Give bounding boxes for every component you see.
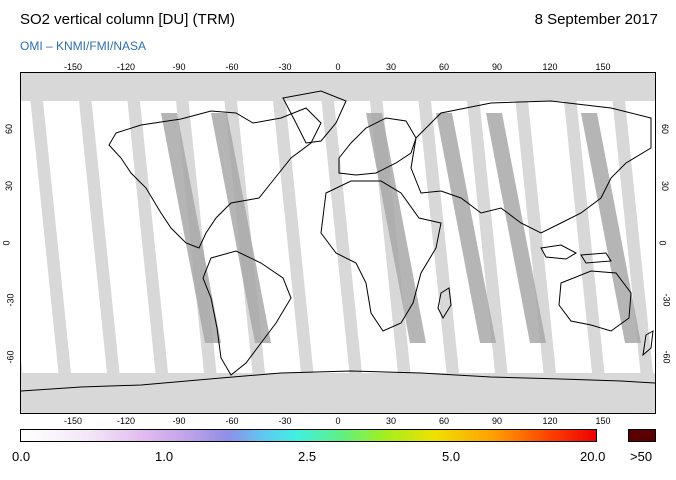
lon-tick-bottom: 120: [542, 416, 558, 426]
lon-tick-bottom: -150: [63, 416, 83, 426]
orbit-swath: [21, 101, 59, 373]
lon-tick-top: -120: [116, 62, 136, 72]
orbit-swath: [285, 101, 350, 373]
madagascar-coast: [437, 287, 452, 320]
lat-tick-left: 30: [4, 180, 15, 192]
lat-tick-right: 60: [660, 123, 671, 135]
colorbar-label-1: 1.0: [155, 449, 174, 464]
lon-tick-top: 60: [438, 62, 450, 72]
lon-tick-bottom: -30: [278, 416, 292, 426]
lon-tick-top: 30: [385, 62, 397, 72]
lat-tick-right: -60: [661, 350, 672, 364]
africa-coast: [320, 180, 442, 332]
overflow-label: >50: [630, 449, 653, 464]
orbit-swath: [140, 101, 204, 373]
lon-tick-top: -90: [172, 62, 186, 72]
new-zealand-coast: [642, 330, 654, 357]
lat-tick-left: -30: [5, 293, 16, 307]
land-overpass-strip: [486, 113, 546, 343]
orbit-swaths: [21, 101, 655, 373]
lon-tick-top: 90: [491, 62, 503, 72]
europe-coast: [338, 117, 417, 176]
lon-tick-bottom: 0: [335, 416, 341, 426]
greenland-coast: [282, 90, 347, 144]
orbit-swath: [188, 101, 253, 373]
orbit-swath: [382, 101, 447, 373]
map-canvas: [21, 73, 655, 413]
orbit-swath: [43, 101, 107, 373]
orbit-swath: [528, 101, 592, 373]
lon-tick-bottom: 150: [595, 416, 611, 426]
lat-tick-right: -30: [661, 293, 672, 307]
land-overpass-strip: [211, 113, 271, 343]
lon-tick-top: -60: [225, 62, 239, 72]
antarctic-no-data: [21, 373, 655, 413]
lon-tick-bottom: 60: [438, 416, 450, 426]
land-overpass-strip: [436, 113, 496, 343]
continents: [21, 90, 655, 392]
asia-coast: [410, 100, 652, 234]
lon-tick-top: 150: [595, 62, 611, 72]
lon-tick-bottom: -90: [172, 416, 186, 426]
colorbar-label-4: 20.0: [580, 449, 606, 464]
overflow-color-swatch: [628, 429, 656, 442]
credit-line: OMI – KNMI/FMI/NASA: [20, 39, 147, 53]
lat-tick-left: 60: [4, 123, 15, 135]
australia-coast: [558, 270, 632, 332]
map-title: SO2 vertical column [DU] (TRM): [20, 11, 236, 28]
arctic-no-data: [21, 73, 655, 101]
orbit-swath: [625, 101, 655, 373]
lon-tick-top: -30: [278, 62, 292, 72]
orbit-swath: [91, 101, 156, 373]
lon-tick-bottom: 90: [491, 416, 503, 426]
colorbar-label-3: 5.0: [442, 449, 461, 464]
lon-tick-bottom: -120: [116, 416, 136, 426]
so2-colorbar: [20, 429, 597, 442]
lat-tick-left: 0: [1, 240, 12, 246]
lon-tick-bottom: 30: [385, 416, 397, 426]
lon-tick-top: -150: [63, 62, 83, 72]
lon-tick-top: 0: [335, 62, 341, 72]
lon-tick-bottom: -60: [225, 416, 239, 426]
colorbar-label-0: 0.0: [12, 449, 31, 464]
south-america-coast: [202, 250, 292, 376]
lat-tick-right: 30: [660, 180, 671, 192]
lat-tick-right: 0: [657, 240, 668, 246]
lon-tick-top: 120: [542, 62, 558, 72]
antarctica-coast: [21, 370, 655, 392]
lat-tick-left: -60: [5, 350, 16, 364]
orbit-swath: [237, 101, 301, 373]
orbit-swath: [334, 101, 398, 373]
map-date: 8 September 2017: [534, 11, 658, 28]
indonesia-islands: [540, 244, 612, 264]
colorbar-label-2: 2.5: [298, 449, 317, 464]
north-america-coast: [108, 107, 322, 249]
world-map: [20, 72, 656, 414]
